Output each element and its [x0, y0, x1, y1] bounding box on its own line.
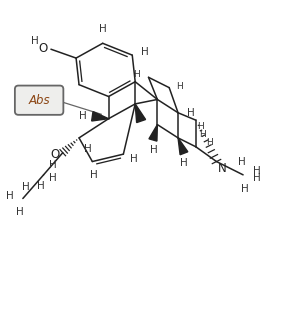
Text: H: H	[253, 173, 260, 183]
Text: Abs: Abs	[28, 94, 50, 107]
Text: H: H	[150, 145, 158, 155]
Text: H: H	[253, 166, 260, 176]
Text: H: H	[199, 130, 206, 139]
Polygon shape	[92, 112, 109, 121]
Text: H: H	[206, 138, 213, 147]
FancyBboxPatch shape	[15, 86, 63, 115]
Polygon shape	[149, 125, 157, 141]
Text: H: H	[140, 47, 148, 57]
Text: O: O	[50, 148, 59, 161]
Text: H: H	[99, 24, 107, 35]
Text: H: H	[179, 158, 187, 168]
Text: H: H	[22, 182, 30, 192]
Text: N: N	[218, 163, 227, 175]
Text: H: H	[176, 82, 182, 91]
Text: H: H	[241, 184, 249, 194]
Text: H: H	[187, 108, 195, 118]
Polygon shape	[178, 138, 188, 155]
Text: H: H	[133, 70, 140, 79]
Text: H: H	[50, 173, 57, 183]
Text: O: O	[39, 42, 48, 55]
Text: H: H	[16, 207, 24, 217]
Text: H: H	[84, 144, 92, 154]
Text: H: H	[238, 157, 246, 166]
Text: H: H	[130, 154, 138, 164]
Text: H: H	[90, 170, 98, 180]
Text: H: H	[49, 161, 57, 170]
Text: H: H	[31, 36, 39, 46]
Text: H: H	[197, 122, 204, 131]
Text: H: H	[79, 111, 86, 121]
Text: H: H	[6, 190, 14, 201]
Text: H: H	[37, 181, 45, 191]
Polygon shape	[135, 104, 146, 123]
